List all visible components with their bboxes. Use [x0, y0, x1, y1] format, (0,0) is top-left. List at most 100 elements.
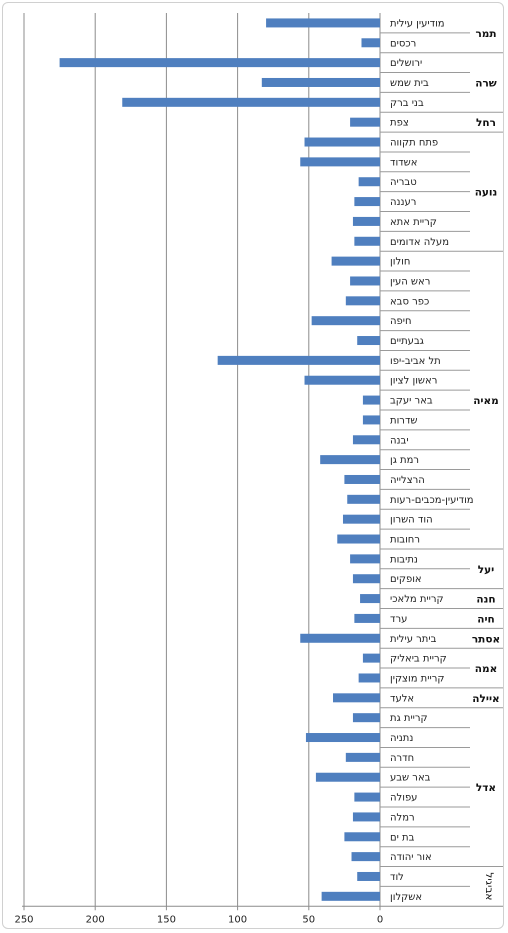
category-label: לוד [390, 872, 404, 883]
bar [361, 38, 380, 48]
category-label: באר שבע [390, 773, 431, 784]
bar [360, 594, 380, 604]
bar [266, 18, 380, 28]
bar [122, 97, 381, 107]
bar [337, 534, 380, 544]
bar [315, 772, 380, 782]
category-label: צפת [390, 118, 409, 129]
category-label: אשדוד [390, 157, 417, 168]
group-label: אדל [476, 782, 496, 794]
category-label: נתניה [390, 733, 413, 744]
bar [362, 415, 380, 425]
bar [305, 733, 380, 743]
group-label: נועה [475, 187, 498, 199]
category-label: ביתר עילית [390, 634, 437, 645]
bar [354, 197, 380, 207]
x-tick-label: 200 [86, 914, 105, 925]
category-label: גבעתיים [390, 336, 424, 347]
category-label: כפר סבא [390, 296, 429, 307]
category-label: בית שמש [390, 78, 429, 89]
category-label: קריית מוצקין [390, 673, 444, 684]
category-label: ראשון לציון [390, 376, 437, 387]
category-label: ראש העין [390, 276, 430, 287]
bar [352, 216, 380, 226]
category-label: חולון [390, 257, 410, 268]
category-label: מודיעין-מכבים-רעות [390, 495, 474, 506]
category-label: אופקים [390, 574, 422, 585]
x-tick-label: 150 [157, 914, 176, 925]
category-label: מעלה אדומים [390, 237, 449, 248]
group-label: מאיה [473, 395, 499, 407]
bar [352, 812, 380, 822]
category-label: נתיבות [390, 554, 418, 565]
bar [300, 633, 380, 643]
bar [342, 514, 380, 524]
category-label: קריית גת [390, 713, 428, 724]
bar [362, 653, 380, 663]
bar [358, 673, 380, 683]
bar-layer [59, 18, 381, 901]
group-label: חיה [477, 613, 495, 625]
category-label: שדרות [390, 415, 418, 426]
bar [350, 554, 380, 564]
bar [352, 574, 380, 584]
category-label: תל אביב-יפו [390, 356, 441, 367]
x-tick-label: 50 [302, 914, 315, 925]
category-label: חיפה [390, 316, 412, 327]
category-label: הוד השרון [390, 515, 433, 526]
bar [59, 58, 380, 68]
group-label: שרה [475, 77, 497, 89]
bar [358, 177, 380, 187]
tick-layer: 250 200 150 100 50 0 [14, 914, 383, 925]
x-tick-label: 100 [228, 914, 247, 925]
category-label: קריית אתא [390, 217, 437, 228]
category-label: פתח תקווה [390, 138, 438, 149]
category-label: רעננה [390, 197, 416, 208]
category-label: טבריה [390, 177, 417, 188]
bar [345, 296, 380, 306]
x-tick-label: 250 [14, 914, 33, 925]
category-label: רמלה [390, 812, 415, 823]
bar [354, 613, 380, 623]
category-label: חדרה [390, 753, 414, 764]
group-label: אמה [475, 663, 497, 675]
category-label: יבנה [390, 435, 409, 446]
category-label: אור יהודה [390, 852, 432, 863]
group-label: אסתר [472, 633, 500, 645]
category-label: רכסים [390, 38, 416, 49]
category-label: באר יעקב [390, 396, 433, 407]
bar [350, 117, 380, 127]
bar [351, 852, 380, 862]
category-label: בני ברק [390, 98, 424, 109]
bar [304, 137, 380, 147]
category-label: קריית מלאכי [390, 594, 444, 605]
category-label: מודיעין עילית [390, 18, 445, 29]
category-label: ערד [390, 614, 407, 625]
x-tick-label: 0 [377, 914, 383, 925]
category-label: הרצלייה [390, 475, 425, 486]
category-label: בת ים [390, 832, 415, 843]
group-label: חנה [476, 594, 495, 606]
bar [261, 77, 380, 87]
group-label: אביגיל [483, 872, 495, 900]
group-label: תמר [475, 28, 496, 40]
bar [352, 435, 380, 445]
label-layer: מודיעין עילית רכסים ירושלים בית שמש בני ברק צ… [390, 18, 500, 902]
bar [331, 256, 380, 266]
bar [311, 316, 380, 326]
category-label: רחובות [390, 535, 420, 546]
bar [320, 455, 380, 465]
category-label: קריית ביאליק [390, 654, 447, 665]
category-label: עפולה [390, 793, 417, 804]
bar [352, 713, 380, 723]
group-label: רחל [476, 117, 496, 129]
bar [300, 157, 380, 167]
bar [362, 395, 380, 405]
group-label: איילה [472, 693, 499, 705]
bar [354, 236, 380, 246]
bar [321, 891, 380, 901]
bar [217, 355, 380, 365]
category-label: אשקלון [390, 892, 422, 903]
bar [344, 832, 380, 842]
